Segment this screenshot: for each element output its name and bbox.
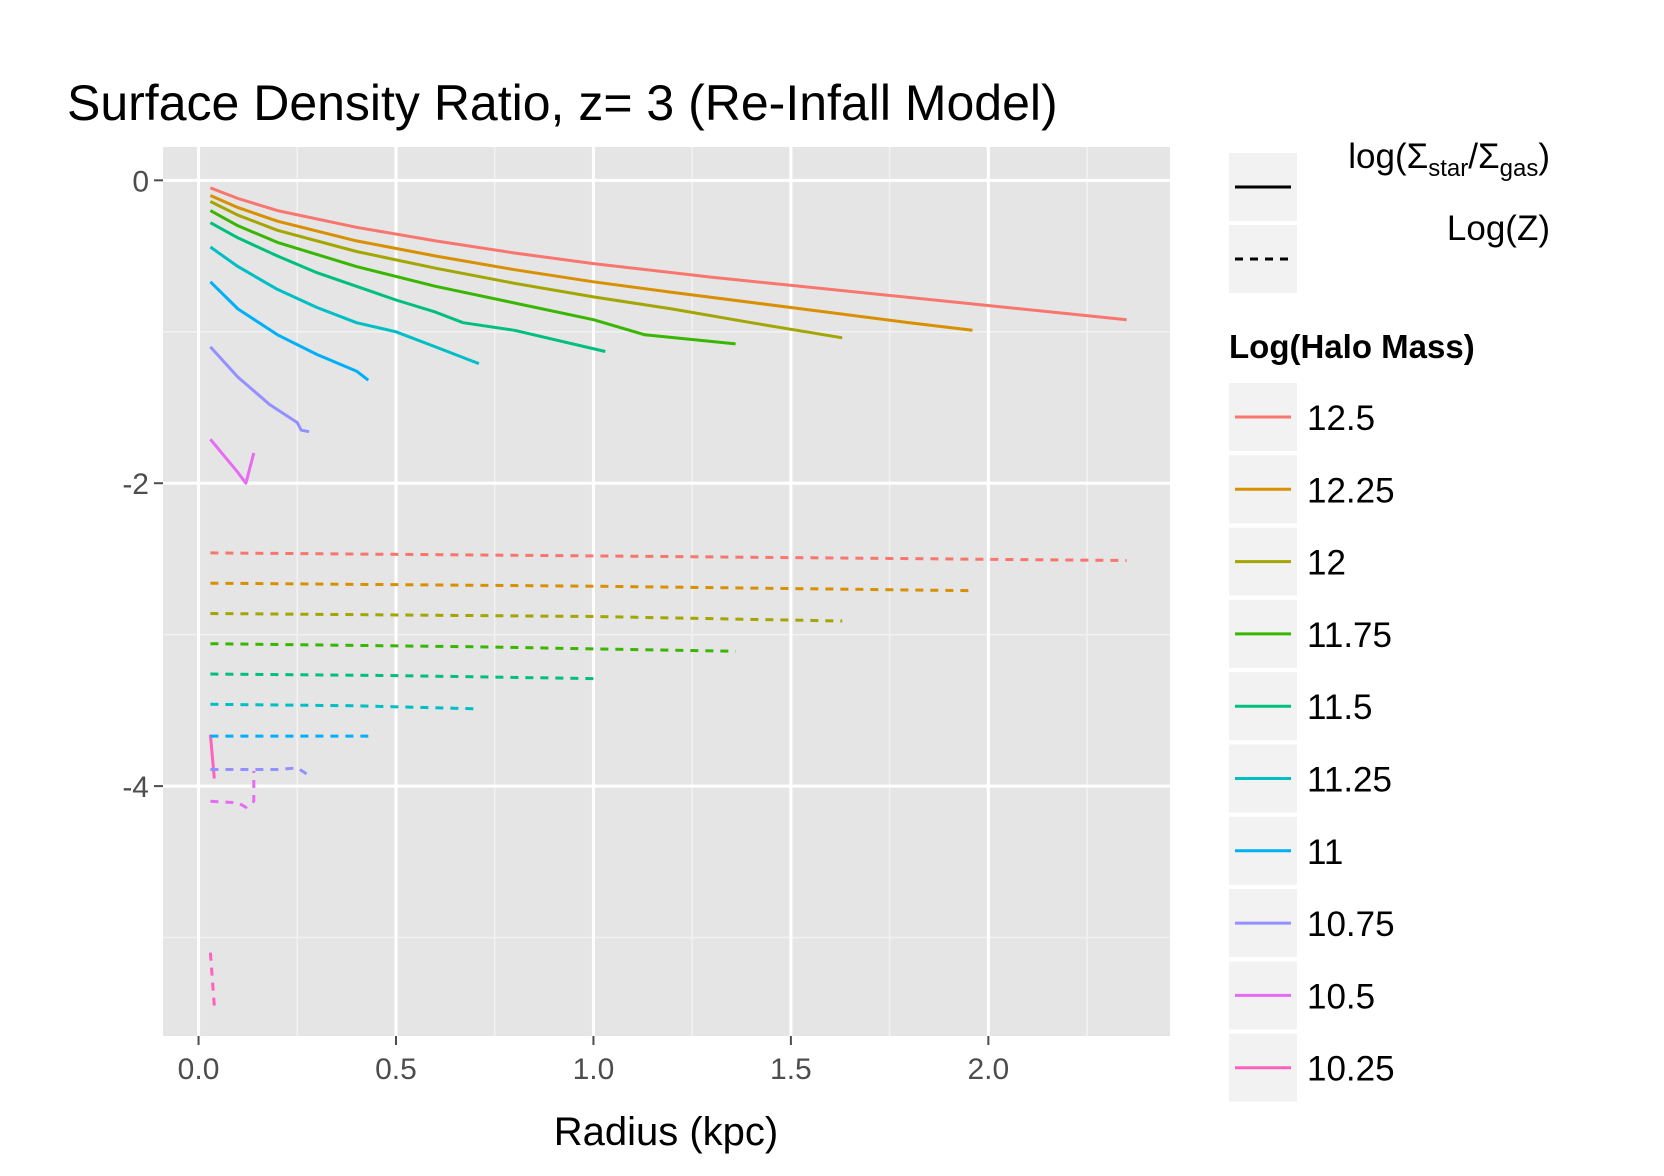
color-key-label: 11 [1307,833,1343,872]
ratio-line-12-25 [209,194,973,332]
linetype-label-part: star [1428,155,1468,182]
x-tick-label: 0.0 [178,1053,220,1086]
linetype-label-logz: Log(Z) [1447,209,1550,248]
ratio-line-11 [209,280,370,382]
logz-line-11-5 [210,672,594,681]
logz-line-10-5 [210,771,256,809]
logz-line-10-75 [210,766,310,777]
x-tick-label: 1.0 [573,1053,615,1086]
plot-panel [163,147,1170,1036]
ratio-line-10-25 [208,734,216,779]
ratio-line-10-75 [209,345,310,434]
color-key-label: 10.5 [1307,977,1375,1016]
ratio-line-11-5 [209,221,606,353]
color-key-label: 12.25 [1307,471,1395,510]
grid [163,147,1170,1036]
color-key-label: 11.75 [1307,616,1392,655]
color-key-label: 11.5 [1307,688,1373,727]
color-key-label: 12.5 [1307,399,1375,438]
logz-line-12 [210,612,843,623]
y-tick-label: -4 [122,771,149,804]
logz-line-12-25 [210,581,973,593]
ratio-line-12 [209,200,843,340]
y-tick-label: 0 [132,165,149,198]
color-key-label: 11.25 [1307,761,1392,800]
axes: 0.0 0.5 1.0 1.5 2.0 0 -2 -4 [122,165,1009,1086]
color-key-label: 10.25 [1307,1050,1395,1089]
color-legend-title: Log(Halo Mass) [1229,328,1475,365]
linetype-label-part: log(Σ [1348,137,1428,176]
linetype-label-part: ) [1538,137,1550,176]
x-axis-label: Radius (kpc) [554,1110,779,1154]
chart-title: Surface Density Ratio, z= 3 (Re-Infall M… [67,75,1058,131]
ratio-line-10-5 [209,438,256,485]
y-tick-label: -2 [122,468,149,501]
linetype-label-part: gas [1500,155,1539,182]
x-tick-label: 2.0 [967,1053,1009,1086]
logz-line-12-5 [210,551,1127,562]
ratio-line-11-25 [209,245,480,365]
ratio-line-11-75 [209,209,736,346]
color-key-label: 12 [1307,544,1346,583]
linetype-label-part: /Σ [1468,137,1499,176]
ratio-line-12-5 [209,186,1127,322]
color-key-label: 10.75 [1307,905,1395,944]
x-tick-label: 0.5 [375,1053,417,1086]
linetype-label-ratio: log(Σstar/Σgas) [1348,137,1550,182]
x-tick-label: 1.5 [770,1053,812,1086]
logz-line-11-25 [210,702,479,711]
series-lines [208,186,1127,1006]
logz-line-11-75 [210,642,736,653]
legend: log(Σstar/Σgas) Log(Z) Log(Halo Mass) 12.5 1… [1229,137,1550,1102]
